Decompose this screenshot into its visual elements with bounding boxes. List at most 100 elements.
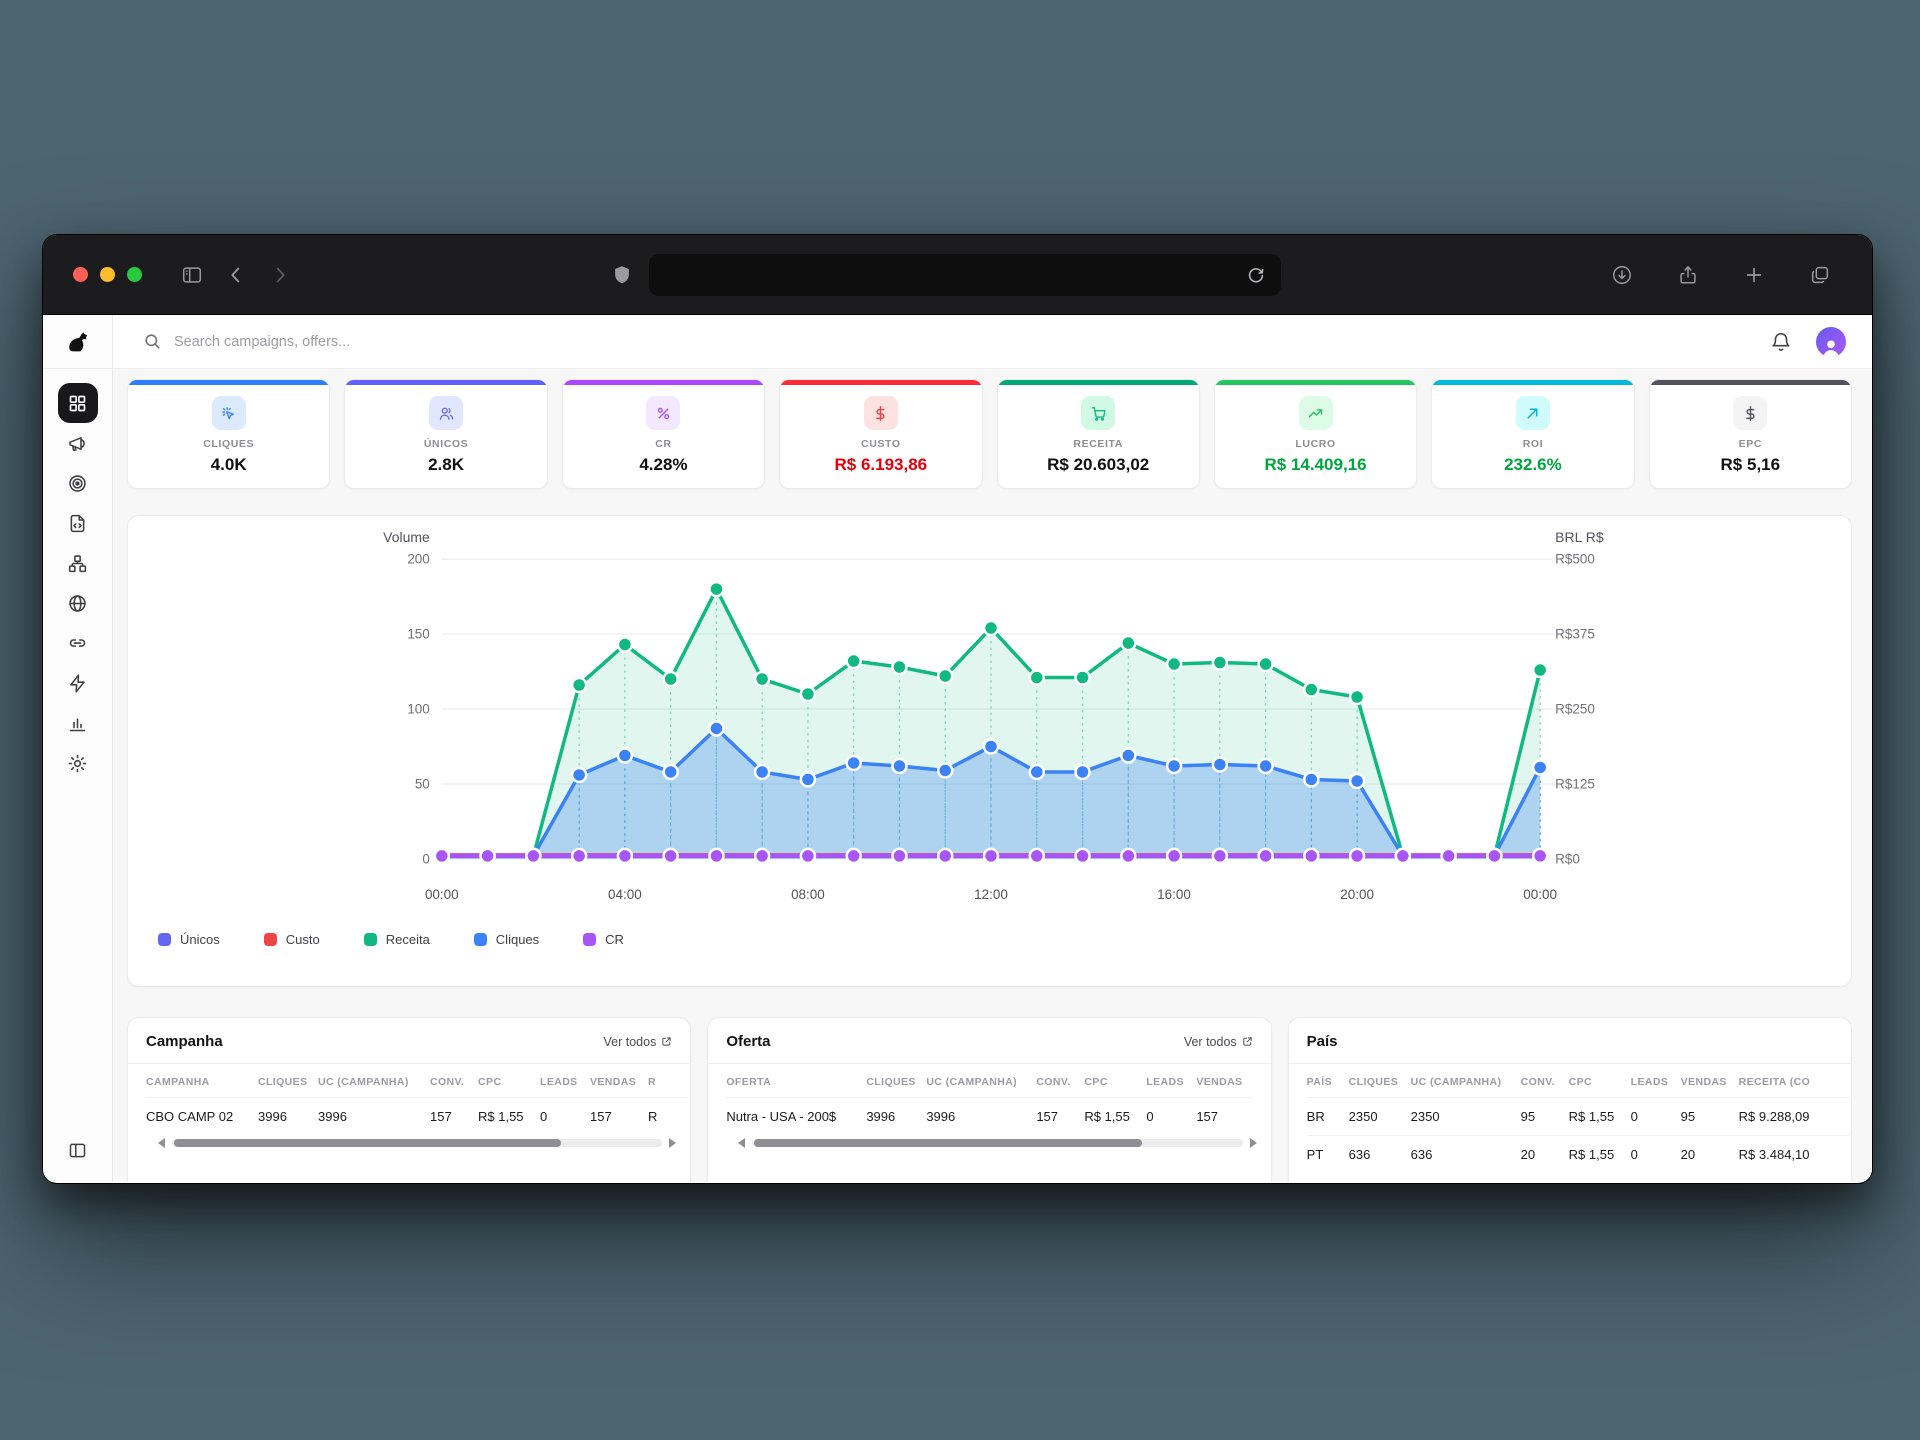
zoom-window-button[interactable]: [127, 267, 142, 282]
kpi-value: 4.28%: [639, 455, 688, 474]
percent-icon: [646, 396, 681, 430]
svg-text:0: 0: [422, 851, 430, 866]
table-title: Oferta: [726, 1033, 771, 1050]
user-avatar[interactable]: [1816, 326, 1846, 357]
kpi-accent-bar: [345, 380, 547, 385]
tab-overview-icon[interactable]: [1807, 262, 1833, 288]
column-header: CLIQUES: [1348, 1076, 1399, 1088]
table-row[interactable]: BR 2350 2350 95 R$ 1,55 0 95 R$ 9.288,09: [1306, 1097, 1849, 1136]
scrollbar-track[interactable]: [752, 1139, 1243, 1147]
table-cell: 636: [1348, 1135, 1411, 1173]
legend-item-únicos[interactable]: Únicos: [158, 932, 220, 947]
column-header: LEADS: [1630, 1076, 1669, 1088]
link-icon: [67, 633, 88, 654]
column-header: UC (CAMPANHA): [318, 1076, 409, 1088]
browser-sidebar-toggle-icon[interactable]: [179, 262, 205, 288]
zap-icon: [67, 673, 88, 694]
scroll-right-arrow[interactable]: [669, 1138, 677, 1148]
app-sidebar-nav: [57, 383, 98, 783]
legend-item-cliques[interactable]: Cliques: [473, 932, 540, 947]
legend-item-cr[interactable]: CR: [583, 932, 624, 947]
column-header: OFERTA: [726, 1076, 772, 1088]
legend-label: Cliques: [495, 932, 540, 947]
column-header: CPC: [1568, 1076, 1593, 1088]
sidebar-item-reports[interactable]: [58, 703, 98, 743]
table-cell: 157: [430, 1097, 478, 1135]
table-row[interactable]: CBO CAMP 02 3996 3996 157 R$ 1,55 0 157 R: [146, 1097, 688, 1135]
scroll-left-arrow[interactable]: [158, 1138, 165, 1148]
app-logo[interactable]: [43, 315, 112, 369]
kpi-card-custo: CUSTO R$ 6.193,86: [779, 379, 983, 489]
reload-icon[interactable]: [1243, 262, 1269, 288]
sidebar-item-flows[interactable]: [58, 543, 98, 583]
ver-todos-link[interactable]: Ver todos: [1184, 1035, 1253, 1049]
kpi-card-cliques: CLIQUES 4.0K: [127, 379, 331, 489]
column-header: CPC: [478, 1076, 502, 1088]
table-cell: 20: [1680, 1135, 1739, 1173]
sidebar-item-dashboard[interactable]: [57, 383, 98, 423]
table-cell: 95: [1680, 1097, 1739, 1136]
legend-label: Receita: [385, 932, 430, 947]
search-box[interactable]: [143, 332, 1770, 351]
back-icon[interactable]: [223, 262, 249, 288]
sidebar-item-landers[interactable]: [58, 503, 98, 543]
table-cell: 3996: [318, 1097, 430, 1135]
new-tab-icon[interactable]: [1741, 262, 1767, 288]
column-header: CLIQUES: [866, 1076, 916, 1088]
downloads-icon[interactable]: [1609, 262, 1635, 288]
sidebar-item-campaigns[interactable]: [58, 423, 98, 463]
column-header: LEADS: [1146, 1076, 1184, 1088]
svg-text:BRL R$: BRL R$: [1555, 529, 1604, 545]
ver-todos-link[interactable]: Ver todos: [604, 1035, 673, 1049]
scrollbar-thumb[interactable]: [754, 1139, 1142, 1147]
legend-item-custo[interactable]: Custo: [263, 932, 320, 947]
search-input[interactable]: [174, 333, 594, 350]
table-card-país: País PAÍS CLIQUES UC (CAMPANHA) CONV. CPC LEAD…: [1287, 1017, 1852, 1182]
sitemap-icon: [67, 553, 88, 574]
share-icon[interactable]: [1675, 262, 1701, 288]
horizontal-scrollbar[interactable]: [146, 1135, 690, 1148]
kpi-label: EPC: [1738, 438, 1762, 450]
kpi-accent-bar: [562, 380, 765, 385]
scroll-right-arrow[interactable]: [1249, 1138, 1257, 1148]
legend-swatch: [363, 933, 377, 946]
sidebar-item-automation[interactable]: [58, 663, 98, 703]
horizontal-scrollbar[interactable]: [726, 1135, 1270, 1148]
legend-item-receita[interactable]: Receita: [363, 932, 430, 947]
minimize-window-button[interactable]: [100, 267, 115, 282]
sidebar-item-links[interactable]: [58, 623, 98, 663]
scroll-left-arrow[interactable]: [738, 1138, 746, 1148]
sidebar-collapse-button[interactable]: [58, 1130, 98, 1170]
svg-text:150: 150: [407, 627, 430, 642]
scrollbar-track[interactable]: [172, 1139, 663, 1147]
scrollbar-thumb[interactable]: [174, 1139, 562, 1147]
table-row[interactable]: PT 636 636 20 R$ 1,55 0 20 R$ 3.484,10: [1306, 1135, 1849, 1173]
legend-swatch: [473, 933, 487, 946]
kpi-label: CUSTO: [861, 438, 901, 450]
cursor-click-icon: [211, 396, 246, 430]
target-icon: [67, 473, 88, 494]
sidebar-item-settings[interactable]: [58, 743, 98, 783]
sidebar-item-domains[interactable]: [58, 583, 98, 623]
kpi-card-únicos: ÚNICOS 2.8K: [344, 379, 548, 489]
table-cell: R$ 1,55: [1568, 1097, 1631, 1136]
column-header: CONV.: [430, 1076, 465, 1088]
table-cell: R$ 1,55: [1568, 1135, 1631, 1173]
kpi-value: R$ 6.193,86: [834, 455, 928, 474]
kpi-card-epc: EPC R$ 5,16: [1648, 379, 1852, 489]
kpi-accent-bar: [1432, 380, 1634, 385]
forward-icon[interactable]: [267, 262, 293, 288]
kpi-accent-bar: [997, 380, 1199, 385]
notifications-bell-icon[interactable]: [1770, 331, 1792, 353]
table-row[interactable]: Nutra - USA - 200$ 3996 3996 157 R$ 1,55 0 157: [726, 1097, 1253, 1135]
url-bar[interactable]: [649, 253, 1282, 296]
sidebar-item-offers[interactable]: [58, 463, 98, 503]
dollar-icon: [863, 396, 898, 430]
table-cell: R$ 3.484,10: [1738, 1135, 1849, 1173]
legend-label: Únicos: [180, 932, 220, 947]
close-window-button[interactable]: [73, 267, 88, 282]
column-header: CPC: [1084, 1076, 1108, 1088]
shield-icon[interactable]: [609, 262, 635, 288]
table-title: País: [1306, 1033, 1338, 1050]
column-header: CLIQUES: [258, 1076, 308, 1088]
